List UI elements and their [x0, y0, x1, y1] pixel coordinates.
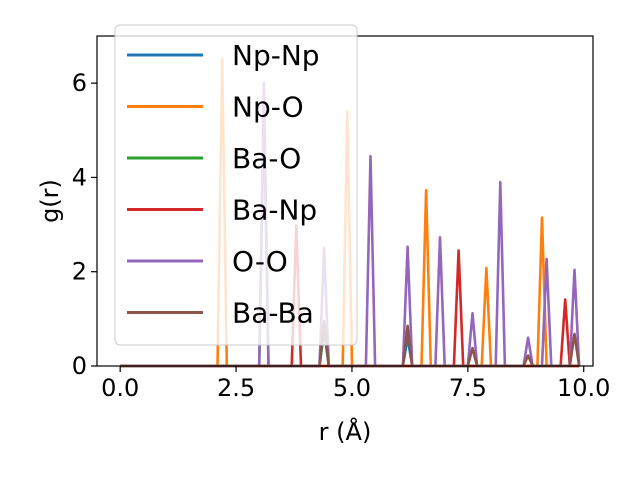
- x-tick-label: 5.0: [333, 374, 371, 402]
- y-tick-label: 6: [72, 69, 87, 97]
- x-tick-label: 2.5: [217, 374, 255, 402]
- y-tick-label: 4: [72, 163, 87, 191]
- legend-label-np-o: Np-O: [232, 91, 304, 124]
- y-tick-label: 2: [72, 258, 87, 286]
- legend-label-ba-o: Ba-O: [232, 142, 301, 175]
- legend-label-ba-np: Ba-Np: [232, 194, 317, 227]
- y-axis-label: g(r): [36, 179, 64, 223]
- legend-label-o-o: O-O: [232, 245, 288, 278]
- x-axis-label: r (Å): [319, 417, 372, 446]
- y-tick-label: 0: [72, 352, 87, 380]
- legend-label-ba-ba: Ba-Ba: [232, 297, 314, 330]
- ticks-layer: 0.0 2.5 5.0 7.5 10.0 0 2 4 6: [72, 69, 611, 402]
- x-tick-label: 7.5: [449, 374, 487, 402]
- legend-items: Np-Np Np-O Ba-O Ba-Np O-O Ba-Ba: [127, 39, 320, 330]
- legend-label-np-np: Np-Np: [232, 39, 320, 72]
- x-tick-label: 0.0: [101, 374, 139, 402]
- legend: Np-Np Np-O Ba-O Ba-Np O-O Ba-Ba: [114, 24, 358, 346]
- x-tick-label: 10.0: [557, 374, 610, 402]
